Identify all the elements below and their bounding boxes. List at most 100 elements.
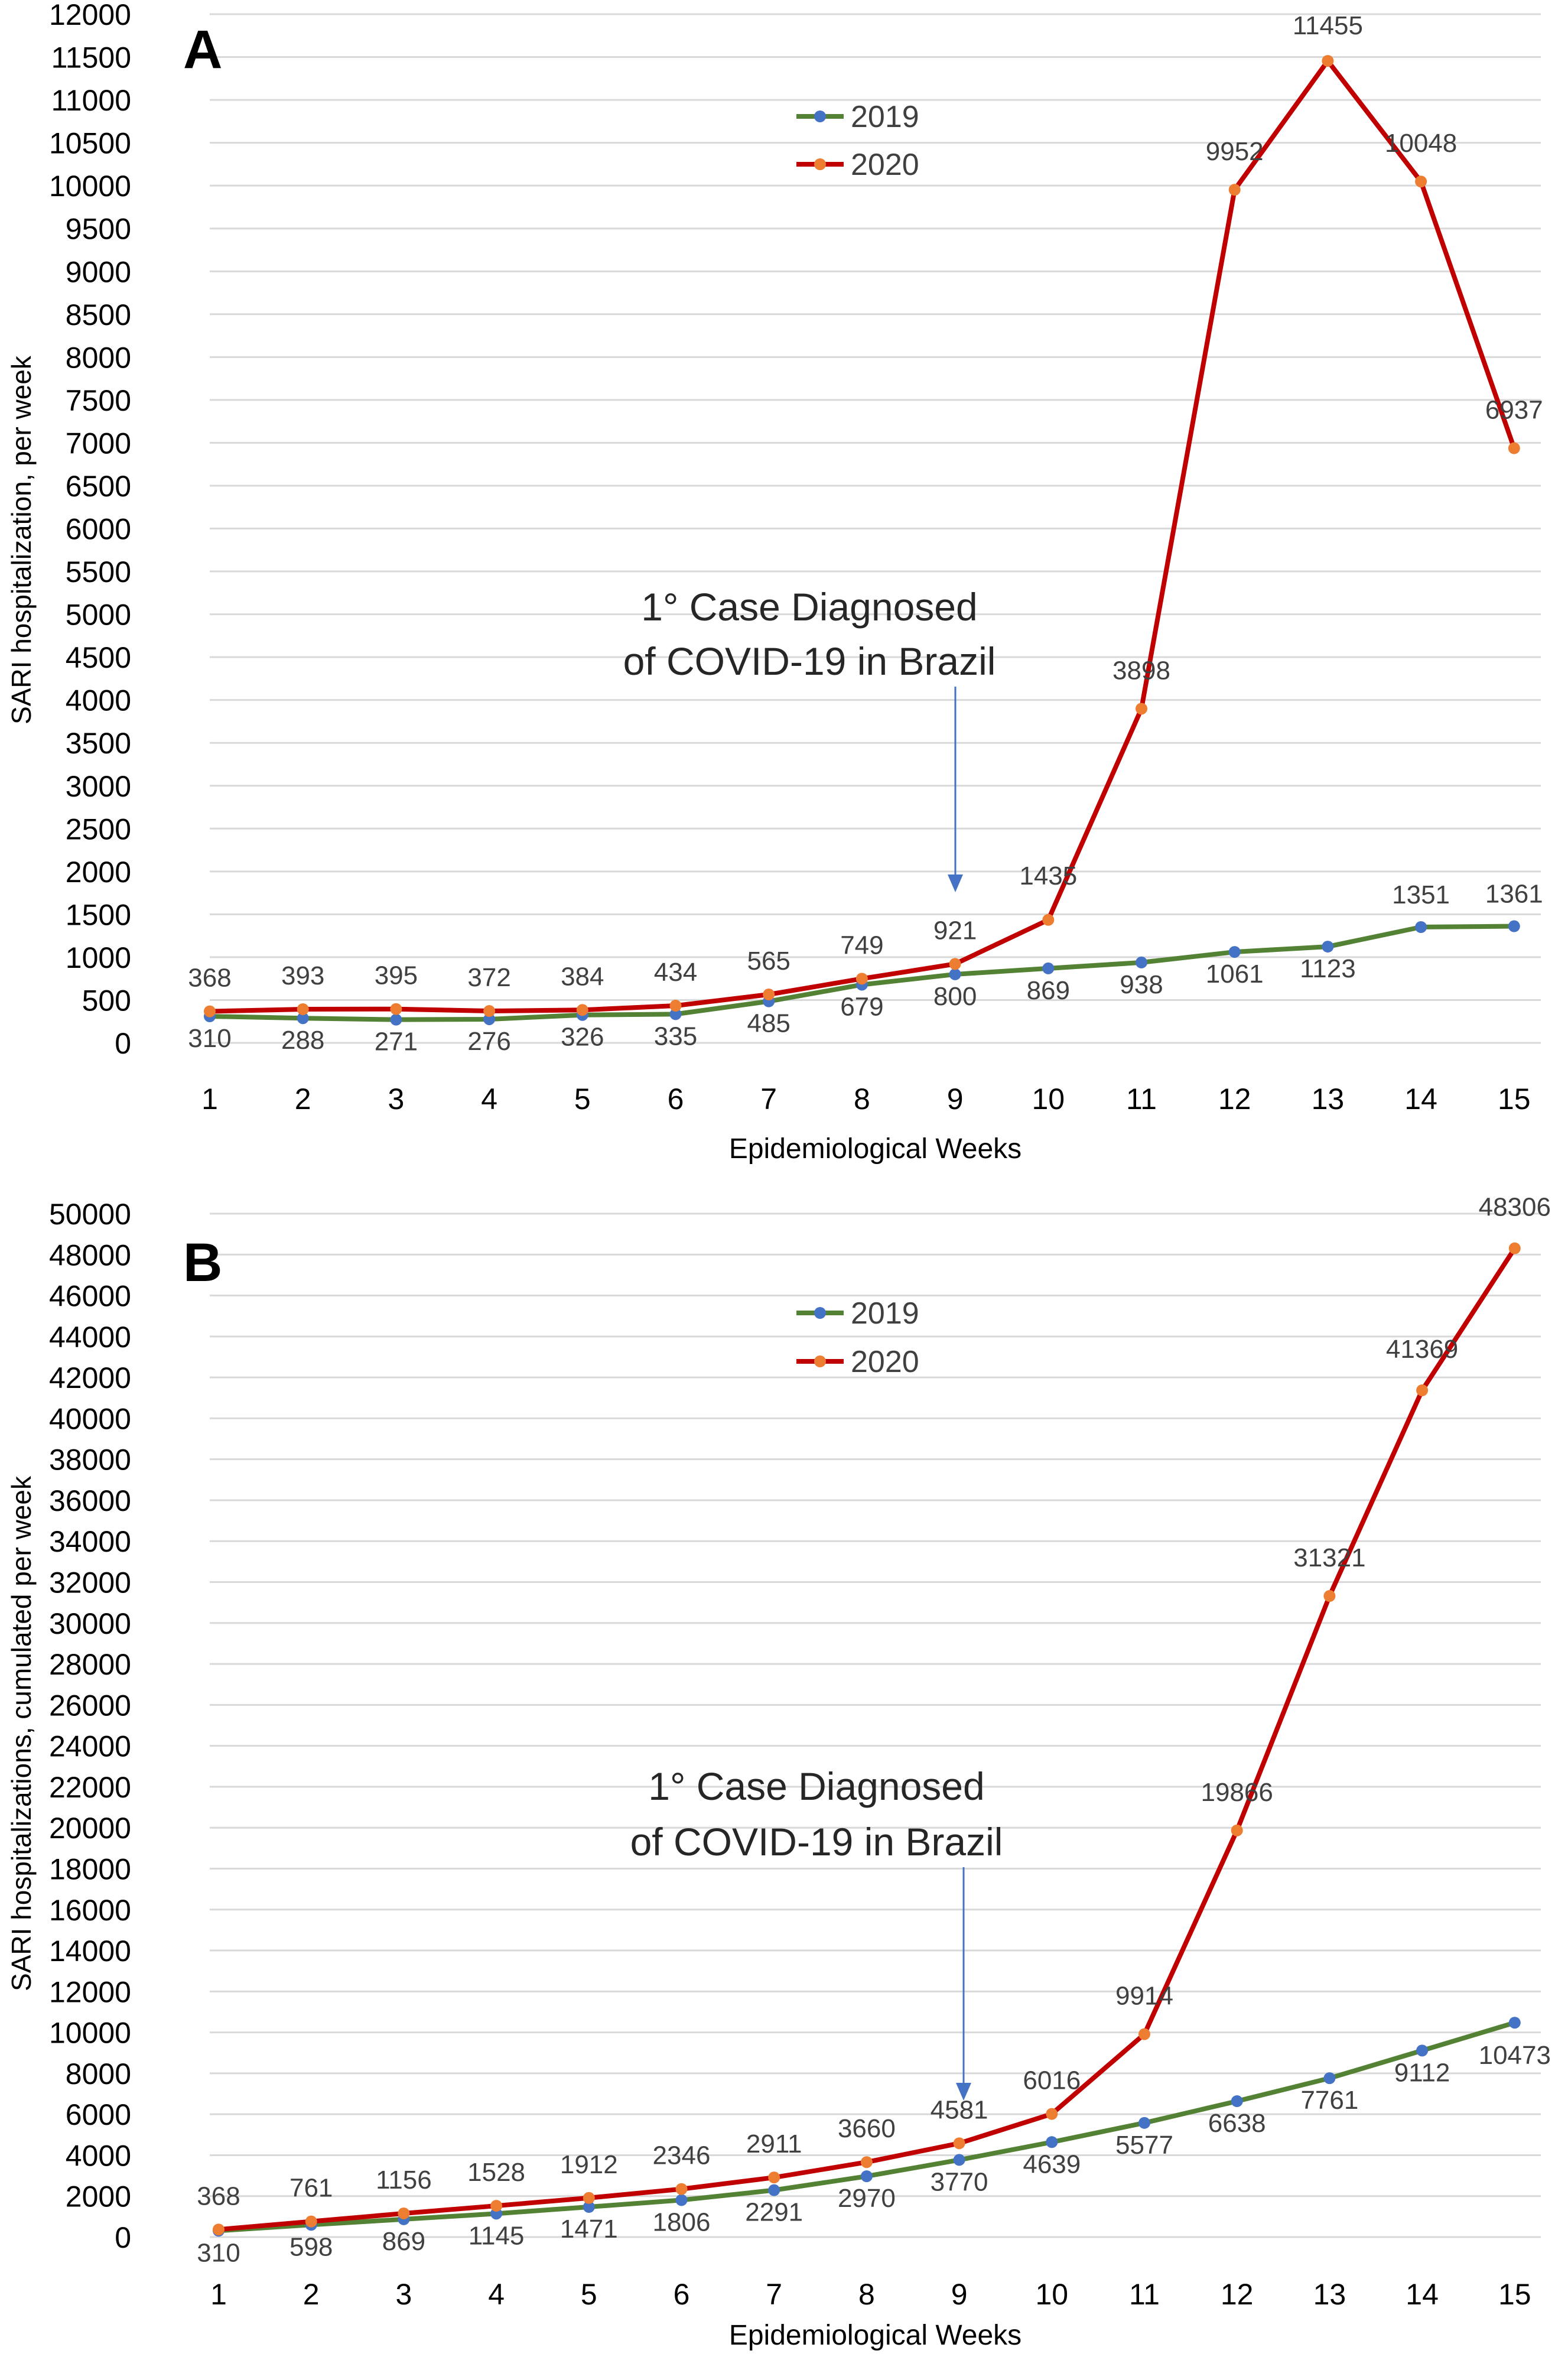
legend-label-2020: 2020 [851, 1345, 919, 1379]
data-label-2020: 2911 [746, 2130, 802, 2158]
y-tick-label: 5500 [66, 555, 131, 589]
x-tick-label: 11 [1126, 1082, 1157, 1116]
data-point-2019 [949, 968, 961, 980]
data-point-2019 [1415, 921, 1427, 933]
data-label-2020: 4581 [931, 2095, 988, 2124]
y-tick-label: 36000 [49, 1484, 131, 1517]
series-2020: 368 393 395 372 384 434 565 749 921 1435 3898 9952 1… [188, 11, 1543, 1017]
data-label-2020: 1156 [376, 2166, 432, 2195]
data-point-2020 [669, 1000, 682, 1012]
y-tick-label: 50000 [49, 1198, 131, 1231]
y-tick-label: 24000 [49, 1730, 131, 1763]
annotation: 1° Case Diagnosed of COVID-19 in Brazil [623, 585, 996, 892]
data-label-2020: 372 [467, 963, 510, 992]
legend: 2019 2020 [796, 1296, 919, 1379]
x-tick-label: 5 [581, 2278, 597, 2311]
data-label-2020: 41369 [1386, 1335, 1458, 1364]
x-tick-label: 7 [766, 2278, 782, 2311]
y-tick-label: 10000 [49, 2017, 131, 2050]
data-label-2019: 335 [654, 1022, 697, 1051]
annotation-line-1: 1° Case Diagnosed [641, 585, 977, 629]
x-tick-label: 15 [1498, 2278, 1531, 2311]
data-point-2020 [576, 1004, 588, 1016]
y-tick-label: 0 [115, 2221, 131, 2254]
x-tick-label: 3 [388, 1082, 404, 1116]
data-point-2019 [1042, 962, 1055, 974]
data-label-2019: 326 [561, 1023, 604, 1052]
data-label-2020: 749 [840, 931, 883, 960]
data-label-2019: 869 [382, 2227, 425, 2256]
y-tick-label: 48000 [49, 1238, 131, 1272]
series-2020: 368 761 1156 1528 1912 2346 2911 3660 4581 6016 99… [197, 1193, 1551, 2236]
data-label-2019: 5577 [1115, 2131, 1173, 2160]
data-label-2019: 288 [281, 1026, 324, 1055]
x-tick-label: 7 [760, 1082, 777, 1116]
y-tick-label: 2500 [66, 812, 131, 846]
data-point-2019 [1231, 2095, 1243, 2108]
x-tick-label: 2 [295, 1082, 311, 1116]
y-tick-label: 6000 [66, 2098, 131, 2131]
data-point-2019 [1136, 956, 1147, 968]
y-tick-label: 34000 [49, 1525, 131, 1558]
data-point-2020 [204, 1005, 216, 1017]
data-point-2020 [1416, 1384, 1429, 1396]
data-point-2019 [1416, 2044, 1429, 2057]
data-label-2020: 11455 [1293, 11, 1363, 40]
data-label-2020: 761 [289, 2174, 333, 2203]
y-tick-label: 46000 [49, 1280, 131, 1313]
data-point-2020 [213, 2223, 225, 2236]
data-label-2020: 384 [561, 962, 604, 991]
data-point-2020 [1136, 703, 1147, 715]
x-axis-label: Epidemiological Weeks [729, 1133, 1022, 1165]
legend-marker-2019 [814, 110, 826, 122]
x-tick-label: 4 [488, 2278, 505, 2311]
y-tick-label: 8000 [66, 341, 131, 374]
y-tick-label: 7000 [66, 427, 131, 460]
y-tick-label: 8500 [66, 298, 131, 331]
data-point-2020 [390, 1003, 402, 1015]
legend-marker-2020 [814, 158, 826, 170]
data-label-2019: 485 [747, 1009, 790, 1038]
annotation-arrow-head [948, 874, 963, 892]
data-label-2019: 938 [1120, 970, 1163, 999]
data-label-2019: 1145 [469, 2221, 525, 2250]
data-point-2019 [1508, 2017, 1521, 2029]
x-tick-label: 6 [674, 2278, 690, 2311]
data-point-2020 [1323, 1590, 1336, 1602]
data-label-2019: 7761 [1300, 2086, 1358, 2115]
data-label-2019: 6638 [1208, 2109, 1266, 2138]
data-point-2020 [483, 1005, 496, 1017]
x-tick-label: 1 [210, 2278, 227, 2311]
data-point-2020 [583, 2192, 595, 2204]
y-tick-labels: 0 500 1000 1500 2000 2500 3000 3500 4000 4500 5000… [49, 0, 131, 1060]
x-tick-label: 6 [668, 1082, 684, 1116]
data-point-2020 [1046, 2108, 1058, 2120]
data-point-2019 [675, 2194, 688, 2206]
data-point-2019 [1322, 941, 1334, 953]
data-point-2019 [860, 2170, 873, 2183]
data-point-2020 [1508, 1242, 1521, 1254]
data-label-2019: 276 [467, 1027, 510, 1056]
data-label-2019: 2291 [745, 2198, 803, 2227]
data-point-2020 [860, 2156, 873, 2169]
x-tick-label: 10 [1035, 2278, 1068, 2311]
data-point-2020 [1228, 184, 1241, 196]
y-tick-label: 42000 [49, 1361, 131, 1394]
data-point-2020 [953, 2137, 965, 2150]
data-point-2020 [768, 2171, 780, 2184]
data-label-2020: 368 [188, 964, 231, 993]
x-tick-label: 15 [1498, 1082, 1531, 1116]
y-axis-label: SARI hospitalizations, cumulated per wee… [6, 1475, 37, 1991]
data-label-2020: 2346 [653, 2141, 711, 2170]
y-tick-label: 2000 [66, 2180, 131, 2213]
data-label-2019: 869 [1027, 976, 1070, 1005]
y-tick-label: 3000 [66, 770, 131, 803]
legend-label-2020: 2020 [851, 148, 919, 182]
y-tick-label: 10500 [49, 127, 131, 160]
data-label-2020: 6937 [1485, 396, 1543, 425]
y-tick-label: 1000 [66, 941, 131, 974]
data-label-2019: 679 [840, 992, 883, 1021]
y-tick-label: 11500 [51, 41, 131, 74]
y-tick-label: 6500 [66, 470, 131, 503]
